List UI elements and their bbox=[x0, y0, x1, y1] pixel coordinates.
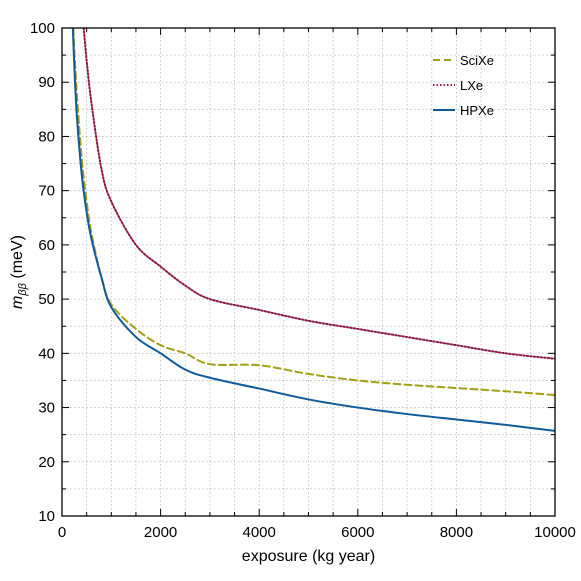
x-axis-label: exposure (kg year) bbox=[242, 548, 375, 565]
x-tick-label: 10000 bbox=[534, 524, 576, 541]
x-tick-label: 0 bbox=[58, 524, 66, 541]
y-tick-label: 80 bbox=[38, 128, 55, 145]
series-line-hpxe bbox=[71, 28, 555, 432]
y-axis-label-main: m bbox=[9, 296, 26, 309]
x-tick-label: 4000 bbox=[243, 524, 276, 541]
legend-label-lxe: LXe bbox=[460, 78, 483, 93]
series-line-scixe bbox=[72, 28, 555, 397]
x-tick-label: 2000 bbox=[144, 524, 177, 541]
ticks bbox=[61, 27, 556, 517]
grid bbox=[62, 28, 555, 516]
x-tick-label: 6000 bbox=[341, 524, 374, 541]
y-tick-label: 50 bbox=[38, 291, 55, 308]
legend-label-scixe: SciXe bbox=[460, 53, 494, 68]
legend: SciXe LXe HPXe bbox=[433, 53, 494, 118]
y-tick-label: 60 bbox=[38, 237, 55, 254]
y-axis-label-sub: ββ bbox=[17, 282, 29, 296]
legend-label-hpxe: HPXe bbox=[460, 103, 494, 118]
y-tick-label: 30 bbox=[38, 400, 55, 417]
y-tick-label: 40 bbox=[38, 345, 55, 362]
y-tick-label: 70 bbox=[38, 183, 55, 200]
x-tick-label: 8000 bbox=[440, 524, 473, 541]
y-axis-label: mββ (meV) bbox=[9, 235, 29, 309]
series-layer bbox=[71, 28, 555, 432]
y-tick-label: 10 bbox=[38, 508, 55, 525]
series-line-lxe bbox=[82, 28, 555, 360]
y-axis-label-unit: (meV) bbox=[9, 235, 26, 283]
y-tick-label: 20 bbox=[38, 454, 55, 471]
tick-labels: 0 2000 4000 6000 8000 10000 10 20 30 40 50 60 70 80 90… bbox=[30, 20, 576, 541]
y-tick-label: 100 bbox=[30, 20, 55, 37]
y-tick-label: 90 bbox=[38, 74, 55, 91]
